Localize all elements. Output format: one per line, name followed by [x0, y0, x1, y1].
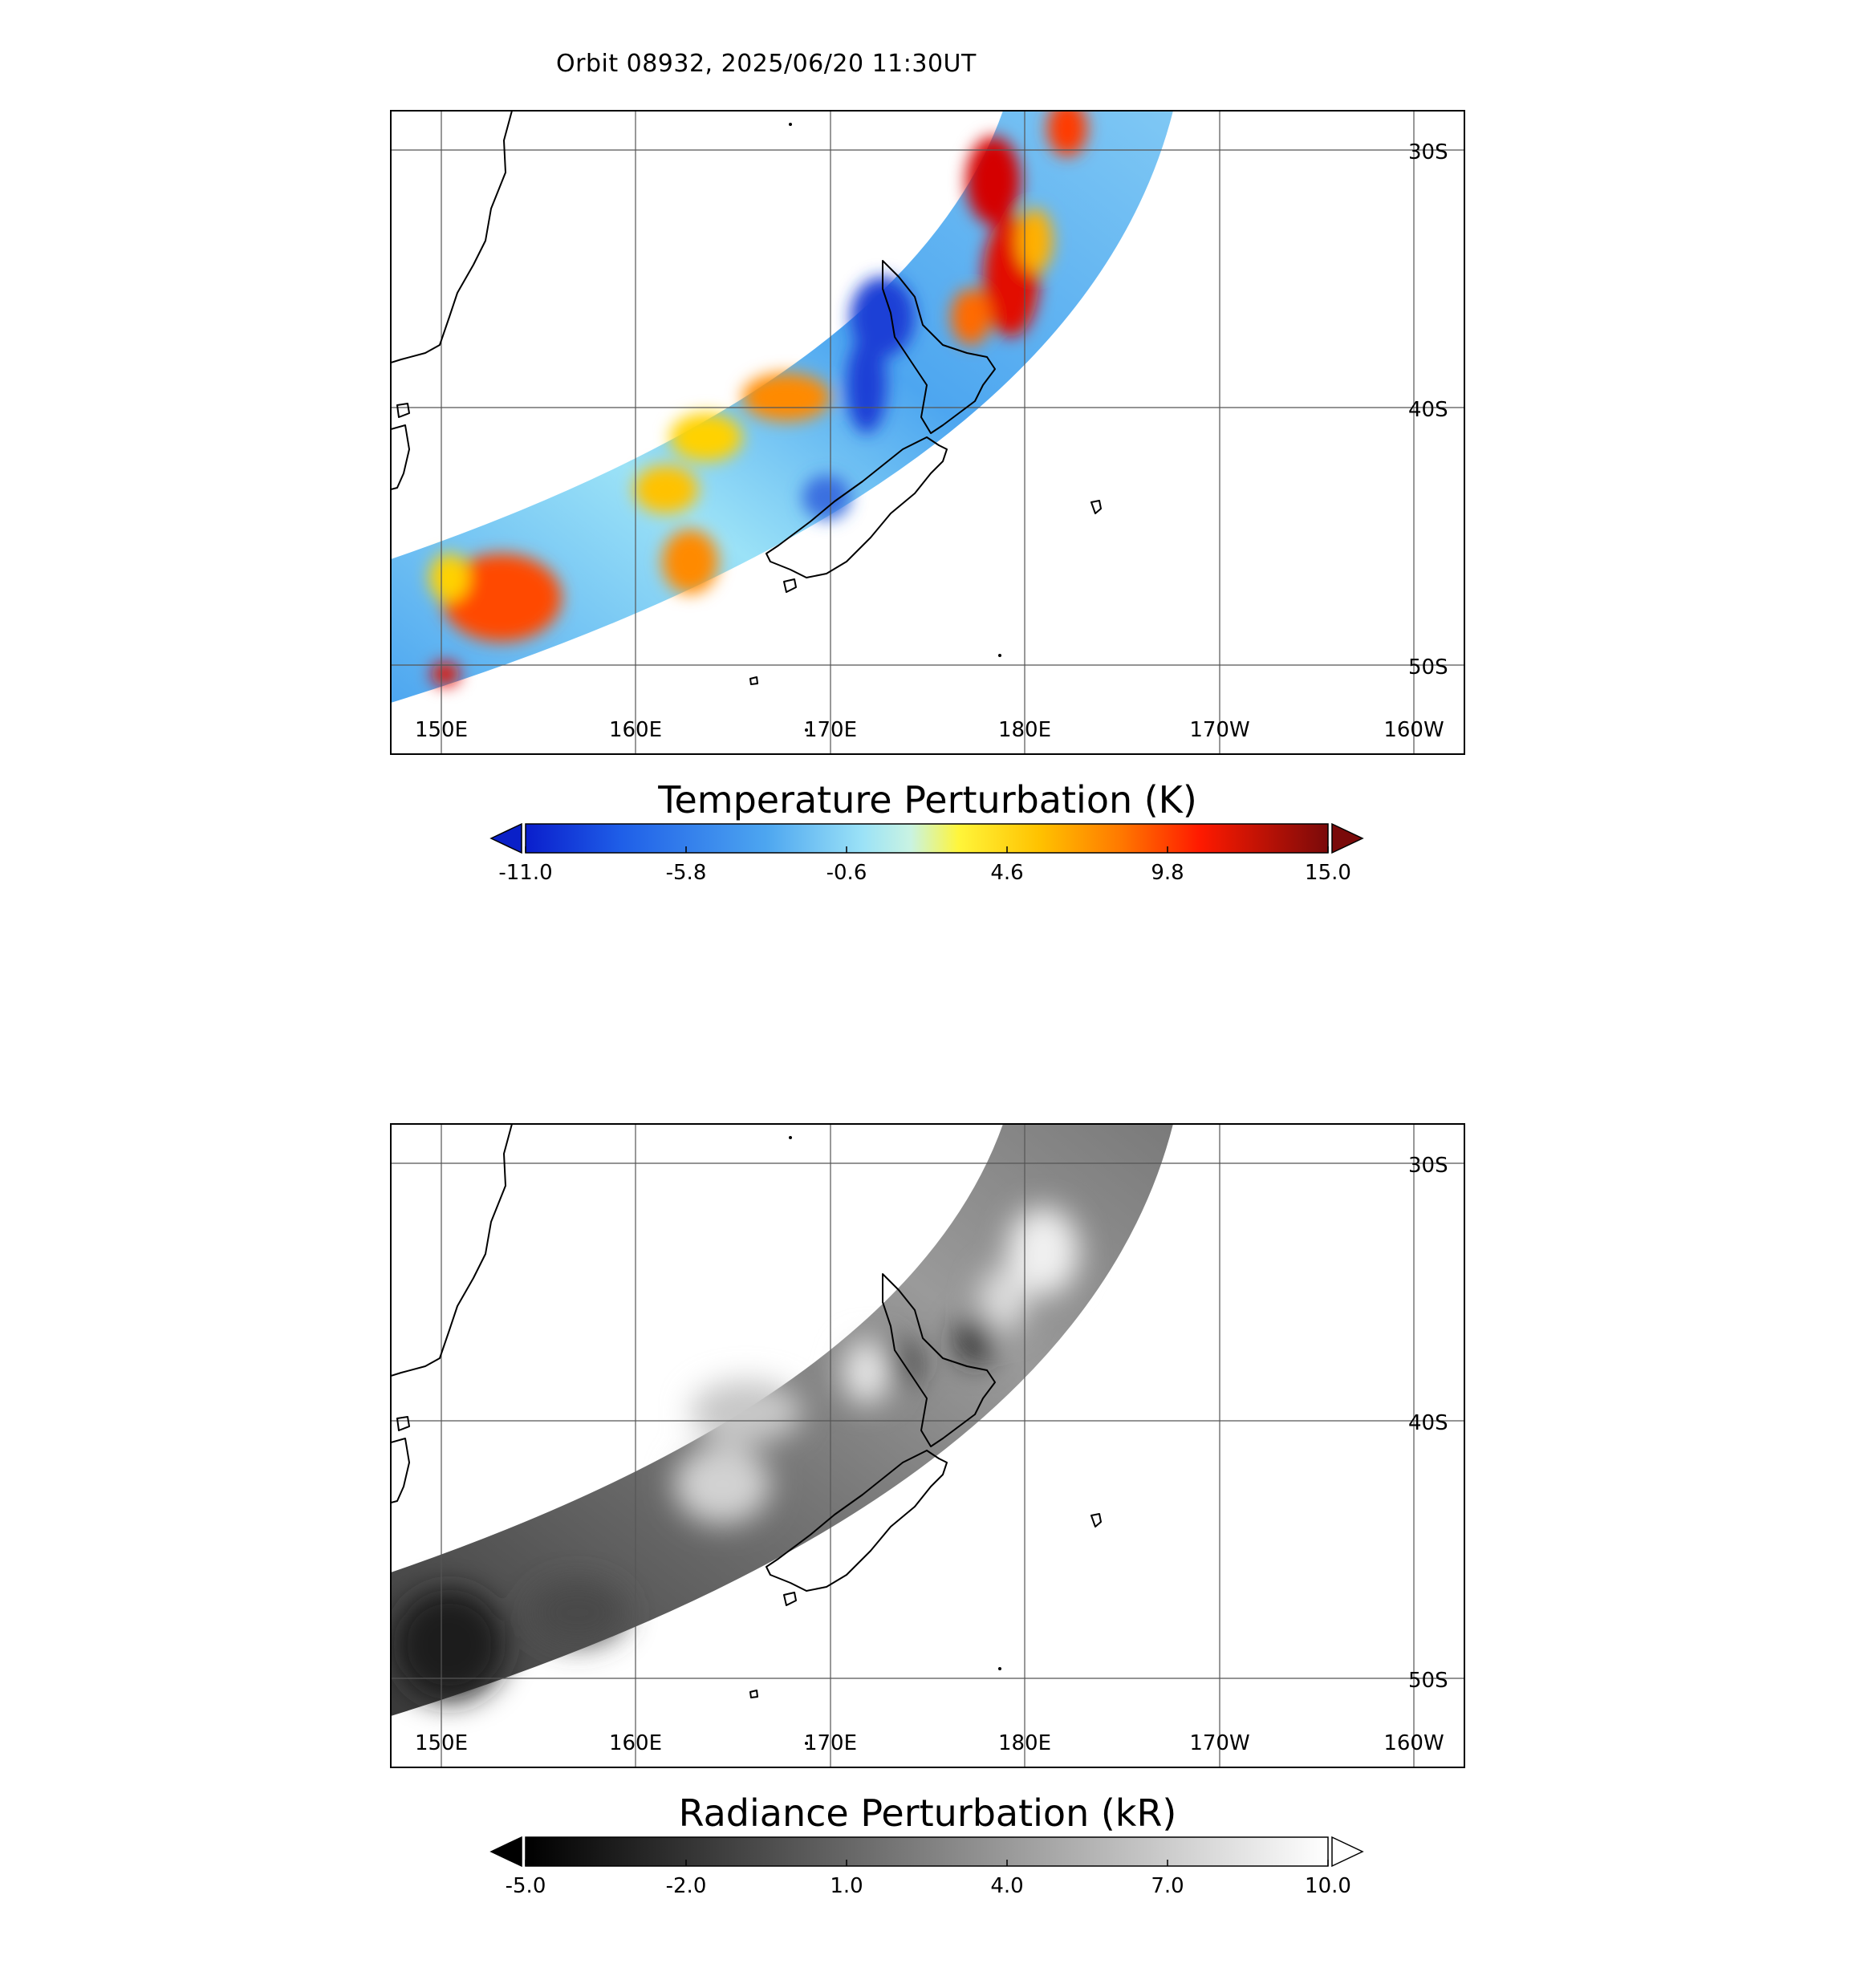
temperature-map-frame	[390, 110, 1465, 755]
radiance-features	[393, 1207, 1079, 1701]
radiance-coastlines	[391, 1124, 1102, 1698]
temperature-map-panel: 150E 160E 170E 180E 170W 160W 30S 40S 50…	[390, 110, 1465, 755]
temperature-lon-labels: 150E 160E 170E 180E 170W 160W	[415, 718, 1444, 742]
colorbar-high-extend-arrow	[1331, 1836, 1364, 1868]
colorbar-tick-label: -5.8	[666, 861, 707, 885]
colorbar-tick-label: 4.6	[990, 861, 1023, 885]
lat-label: 40S	[1408, 1411, 1448, 1435]
temperature-lat-labels: 30S 40S 50S	[1408, 140, 1448, 680]
radiance-colorbar-ticks	[525, 1860, 1329, 1866]
radiance-lon-labels: 150E 160E 170E 180E 170W 160W	[415, 1731, 1444, 1755]
lon-label: 150E	[415, 1731, 468, 1755]
temperature-hotspots	[429, 111, 1087, 686]
temperature-colorbar-tick-labels: -11.0 -5.8 -0.6 4.6 9.8 15.0	[498, 861, 1351, 885]
orbit-title: Orbit 08932, 2025/06/20 11:30UT	[556, 50, 977, 78]
radiance-colorbar-tick-labels: -5.0 -2.0 1.0 4.0 7.0 10.0	[506, 1874, 1351, 1898]
lon-label: 180E	[998, 718, 1051, 742]
temperature-colorbar-gradient	[525, 823, 1329, 854]
radiance-map-panel: 150E 160E 170E 180E 170W 160W 30S 40S 50…	[390, 1123, 1465, 1768]
temperature-colorbar-label: Temperature Perturbation (K)	[657, 778, 1197, 822]
lon-label: 160E	[609, 1731, 662, 1755]
colorbar-tick-label: 4.0	[990, 1874, 1023, 1898]
colorbar-low-extend-arrow	[489, 1836, 522, 1868]
radiance-gridlines	[391, 1124, 1464, 1767]
colorbar-tick-label: -0.6	[826, 861, 867, 885]
lon-label: 160W	[1383, 1731, 1444, 1755]
lat-label: 40S	[1408, 398, 1448, 422]
lat-label: 30S	[1408, 140, 1448, 164]
colorbar-tick-label: 7.0	[1151, 1874, 1184, 1898]
lat-label: 50S	[1408, 655, 1448, 680]
lon-label: 180E	[998, 1731, 1051, 1755]
lon-label: 170E	[804, 718, 857, 742]
radiance-colorbar: Radiance Perturbation (kR) -5.0 -2.0 1.0…	[489, 1791, 1364, 1898]
colorbar-tick-label: -11.0	[498, 861, 552, 885]
lat-label: 30S	[1408, 1154, 1448, 1178]
radiance-colorbar-label: Radiance Perturbation (kR)	[679, 1791, 1177, 1835]
colorbar-tick-label: 9.8	[1151, 861, 1184, 885]
temperature-gridlines	[391, 111, 1464, 754]
colorbar-tick-label: -5.0	[506, 1874, 546, 1898]
lon-label: 160W	[1383, 718, 1444, 742]
colorbar-low-extend-arrow	[489, 822, 522, 854]
radiance-lat-labels: 30S 40S 50S	[1408, 1154, 1448, 1693]
colorbar-tick-label: -2.0	[666, 1874, 707, 1898]
radiance-colorbar-gradient	[525, 1836, 1329, 1867]
colorbar-tick-label: 1.0	[830, 1874, 863, 1898]
colorbar-tick-label: 15.0	[1305, 861, 1351, 885]
temperature-coastlines	[391, 111, 1102, 685]
radiance-map-frame	[390, 1123, 1465, 1768]
colorbar-high-extend-arrow	[1331, 822, 1364, 854]
lon-label: 170W	[1189, 1731, 1249, 1755]
colorbar-tick-label: 10.0	[1305, 1874, 1351, 1898]
lon-label: 160E	[609, 718, 662, 742]
lon-label: 170E	[804, 1731, 857, 1755]
lon-label: 150E	[415, 718, 468, 742]
lat-label: 50S	[1408, 1669, 1448, 1693]
temperature-colorbar-ticks	[525, 846, 1329, 853]
temperature-colorbar: Temperature Perturbation (K) -11.0 -5.8 …	[489, 778, 1364, 885]
lon-label: 170W	[1189, 718, 1249, 742]
